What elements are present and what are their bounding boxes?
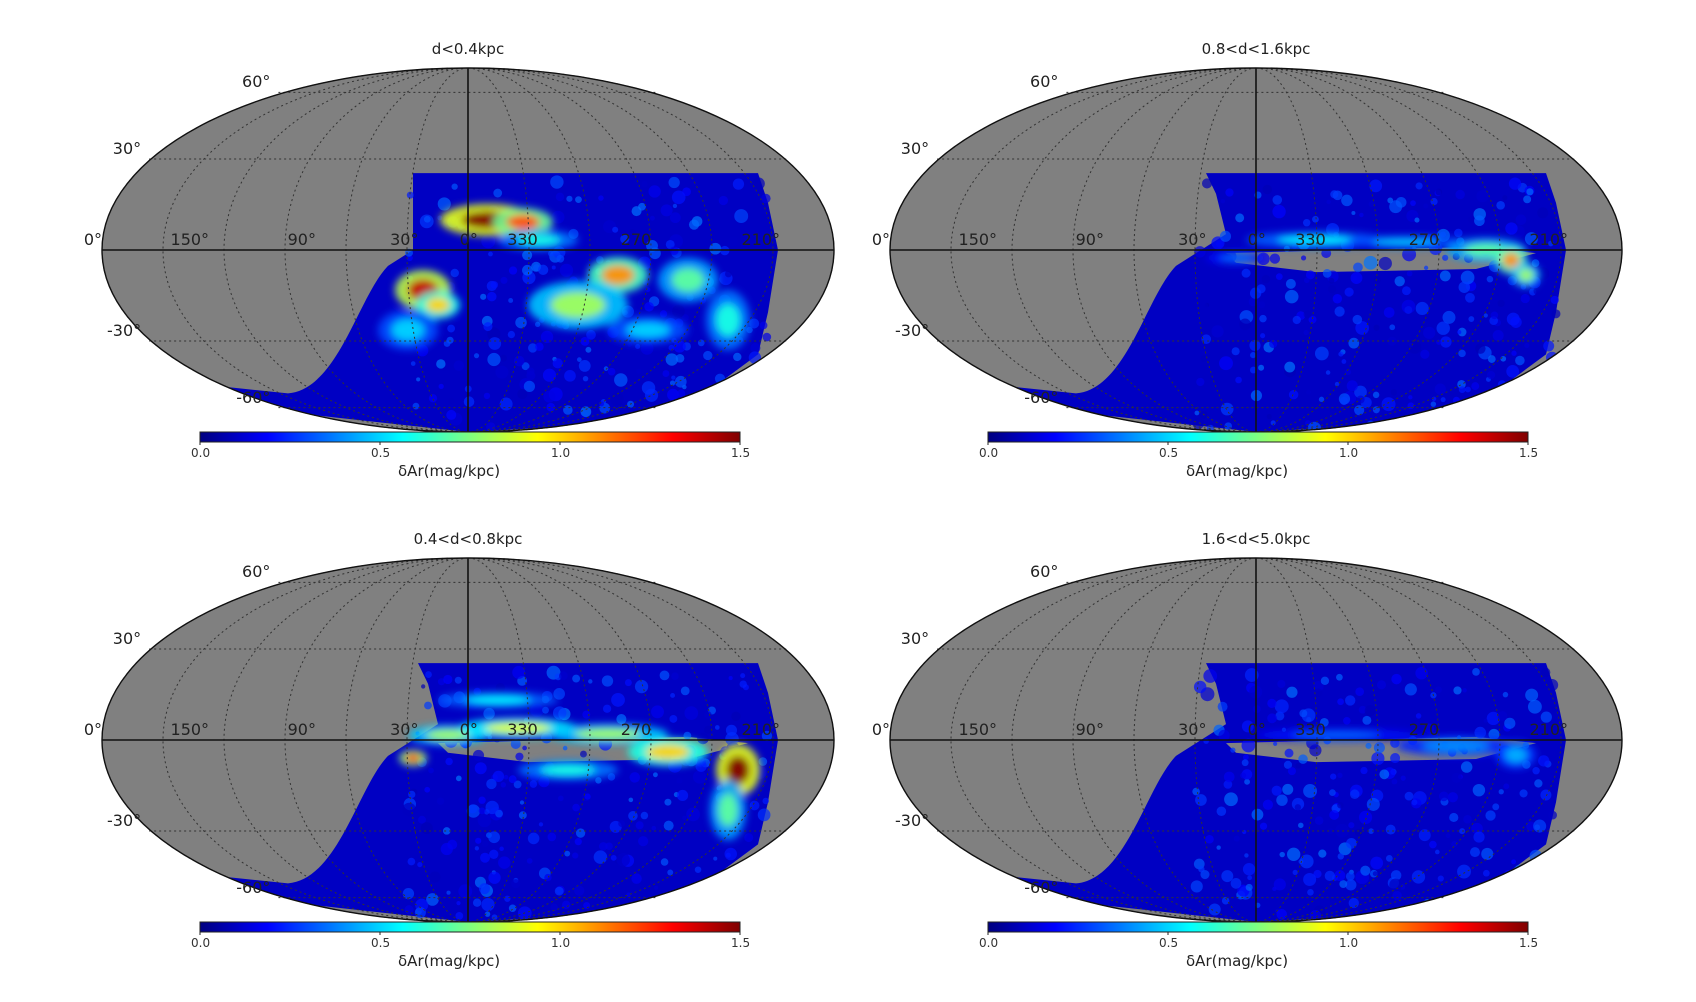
- lon-tick-label: 30°: [390, 230, 419, 249]
- colorbar-tick-label: 1.0: [1339, 446, 1359, 460]
- lon-tick-label: 30°: [1178, 230, 1207, 249]
- lat-tick-label: 30°: [900, 629, 930, 648]
- panel-2: 0.8<d<1.6kpc 60° 30° 0° -30° -60° 150° 90° 30° 0°…: [872, 40, 1628, 500]
- lat-tick-label: -30°: [107, 321, 142, 340]
- lon-tick-label: 90°: [1075, 720, 1104, 739]
- lon-tick-label: 30°: [1178, 720, 1207, 739]
- lon-tick-label: 330: [507, 720, 538, 739]
- lon-tick-label: 210°: [741, 230, 781, 249]
- sky-map: [101, 557, 835, 935]
- lon-tick-label: 90°: [287, 720, 316, 739]
- colorbar-tick-label: 0.5: [371, 936, 391, 950]
- lon-tick-label: 0°: [459, 720, 478, 739]
- lat-tick-label: 0°: [83, 720, 102, 739]
- lat-tick-label: 0°: [871, 720, 890, 739]
- panel-3: 0.4<d<0.8kpc 60° 30° 0° -30° -60° 150° 90° 30° 0°…: [84, 530, 840, 990]
- lat-tick-label: 60°: [1030, 562, 1059, 582]
- colorbar-tick-label: 0.5: [371, 446, 391, 460]
- lon-tick-label: 330: [1295, 230, 1326, 249]
- lon-tick-label: 270: [620, 230, 652, 249]
- colorbar-tick-label: 1.0: [551, 936, 571, 950]
- colorbar-label: δAr(mag/kpc): [1186, 952, 1289, 970]
- lon-tick-label: 330: [1295, 720, 1326, 739]
- lon-tick-label: 150°: [170, 720, 210, 739]
- lon-tick-label: 270: [1408, 230, 1440, 249]
- colorbar-tick-label: 0.5: [1159, 446, 1179, 460]
- lon-tick-label: 270: [620, 720, 652, 739]
- lat-tick-label: -30°: [895, 321, 930, 340]
- lon-tick-label: 150°: [958, 230, 998, 249]
- lon-tick-label: 150°: [958, 720, 998, 739]
- colorbar: [199, 921, 741, 933]
- colorbar: [199, 431, 741, 443]
- lat-tick-label: -60°: [1024, 387, 1059, 407]
- lon-tick-label: 270: [1408, 720, 1440, 739]
- colorbar-tick-label: 0.0: [979, 936, 999, 950]
- sky-map: [889, 557, 1623, 935]
- lon-tick-label: 90°: [1075, 230, 1104, 249]
- lat-tick-label: 30°: [900, 139, 930, 158]
- colorbar-tick-label: 1.5: [1519, 446, 1539, 460]
- sky-map: [101, 67, 835, 445]
- colorbar-tick-label: 1.5: [731, 936, 751, 950]
- panel-title: 0.8<d<1.6kpc: [1201, 40, 1311, 58]
- colorbar-tick-label: 1.5: [731, 446, 751, 460]
- lon-tick-label: 0°: [459, 230, 478, 249]
- colorbar: [987, 431, 1529, 443]
- features: [378, 204, 750, 350]
- lat-tick-label: 30°: [112, 139, 142, 158]
- lat-tick-label: -30°: [895, 811, 930, 830]
- colorbar-label: δAr(mag/kpc): [1186, 462, 1289, 480]
- lon-tick-label: 330: [507, 230, 538, 249]
- panel-title: d<0.4kpc: [431, 40, 505, 58]
- lon-tick-label: 210°: [741, 720, 781, 739]
- colorbar-label: δAr(mag/kpc): [398, 462, 501, 480]
- colorbar-tick-label: 1.5: [1519, 936, 1539, 950]
- data-coverage: [936, 663, 1566, 922]
- lat-tick-label: 30°: [112, 629, 142, 648]
- lat-tick-label: 0°: [871, 230, 890, 249]
- colorbar-tick-label: 0.0: [979, 446, 999, 460]
- lon-tick-label: 30°: [390, 720, 419, 739]
- lon-tick-label: 0°: [1247, 720, 1266, 739]
- lon-tick-label: 210°: [1529, 230, 1569, 249]
- panel-1: d<0.4kpc 60° 30° 0° -30° -60° 150° 90° 30° 0° 330 2…: [84, 40, 840, 500]
- lat-tick-label: 60°: [242, 562, 271, 582]
- lon-tick-label: 0°: [1247, 230, 1266, 249]
- lat-tick-label: 0°: [83, 230, 102, 249]
- panel-title: 0.4<d<0.8kpc: [413, 530, 523, 548]
- lat-tick-label: -60°: [236, 387, 271, 407]
- lon-tick-label: 210°: [1529, 720, 1569, 739]
- lon-tick-label: 150°: [170, 230, 210, 249]
- lat-tick-label: -30°: [107, 811, 142, 830]
- colorbar-tick-label: 1.0: [1339, 936, 1359, 950]
- lat-tick-label: 60°: [242, 72, 271, 92]
- colorbar-tick-label: 0.0: [191, 936, 211, 950]
- features: [1256, 729, 1536, 769]
- colorbar-tick-label: 1.0: [551, 446, 571, 460]
- colorbar-tick-label: 0.5: [1159, 936, 1179, 950]
- lat-tick-label: 60°: [1030, 72, 1059, 92]
- colorbar: [987, 921, 1529, 933]
- panel-4: 1.6<d<5.0kpc 60° 30° 0° -30° -60° 150° 90° 30° 0°…: [872, 530, 1628, 990]
- lat-tick-label: -60°: [236, 877, 271, 897]
- colorbar-tick-label: 0.0: [191, 446, 211, 460]
- panel-title: 1.6<d<5.0kpc: [1201, 530, 1311, 548]
- lon-tick-label: 90°: [287, 230, 316, 249]
- colorbar-label: δAr(mag/kpc): [398, 952, 501, 970]
- lat-tick-label: -60°: [1024, 877, 1059, 897]
- sky-map: [889, 67, 1623, 445]
